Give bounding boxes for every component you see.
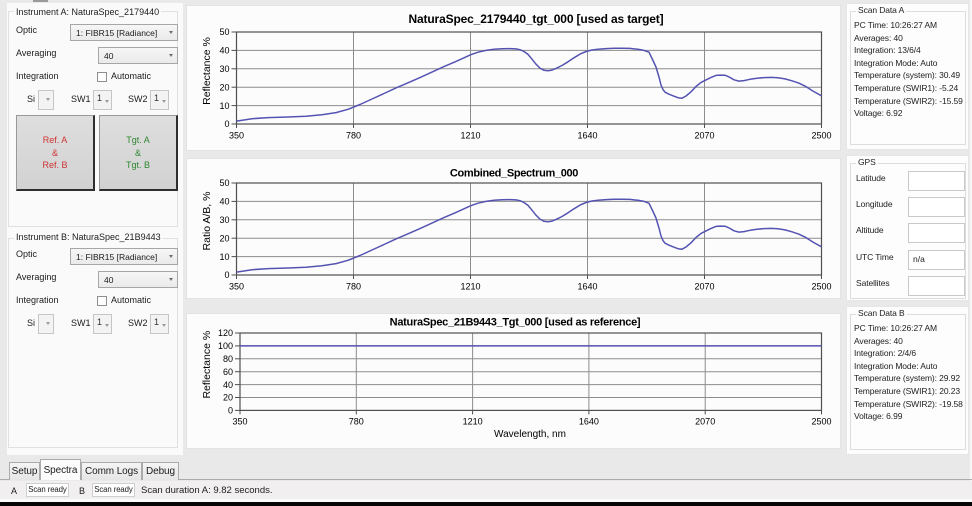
svg-text:20: 20: [219, 233, 229, 243]
svg-text:50: 50: [219, 27, 229, 37]
svg-text:20: 20: [219, 82, 229, 92]
svg-text:40: 40: [219, 46, 229, 56]
svg-text:1210: 1210: [460, 282, 480, 292]
svg-text:2070: 2070: [694, 131, 714, 141]
svg-text:Reflectance %: Reflectance %: [201, 37, 213, 105]
svg-text:100: 100: [218, 341, 233, 351]
svg-text:NaturaSpec_2179440_tgt_000 [us: NaturaSpec_2179440_tgt_000 [used as targ…: [408, 12, 663, 26]
svg-text:2500: 2500: [811, 282, 831, 292]
svg-text:Reflectance %: Reflectance %: [201, 331, 213, 399]
svg-text:1640: 1640: [577, 131, 597, 141]
svg-text:40: 40: [219, 197, 229, 207]
svg-text:60: 60: [223, 367, 233, 377]
svg-text:NaturaSpec_21B9443_Tgt_000 [us: NaturaSpec_21B9443_Tgt_000 [used as refe…: [390, 317, 641, 329]
svg-text:0: 0: [224, 270, 229, 280]
svg-text:780: 780: [346, 131, 361, 141]
svg-text:Wavelength, nm: Wavelength, nm: [494, 429, 566, 440]
svg-text:350: 350: [232, 417, 247, 427]
svg-text:780: 780: [346, 282, 361, 292]
svg-text:2070: 2070: [694, 282, 714, 292]
svg-text:30: 30: [219, 64, 229, 74]
svg-text:1210: 1210: [460, 131, 480, 141]
svg-text:350: 350: [229, 131, 244, 141]
svg-text:780: 780: [349, 417, 364, 427]
svg-text:120: 120: [218, 328, 233, 338]
svg-text:0: 0: [224, 119, 229, 129]
svg-text:1210: 1210: [463, 417, 483, 427]
svg-text:10: 10: [219, 101, 229, 111]
svg-text:20: 20: [223, 393, 233, 403]
svg-text:2500: 2500: [811, 417, 831, 427]
svg-text:0: 0: [228, 406, 233, 416]
svg-text:350: 350: [229, 282, 244, 292]
svg-text:1640: 1640: [579, 417, 599, 427]
svg-text:10: 10: [219, 252, 229, 262]
svg-text:40: 40: [223, 380, 233, 390]
svg-text:2500: 2500: [811, 131, 831, 141]
svg-text:1640: 1640: [577, 282, 597, 292]
svg-text:80: 80: [223, 354, 233, 364]
svg-text:Combined_Spectrum_000: Combined_Spectrum_000: [450, 168, 578, 180]
svg-text:30: 30: [219, 215, 229, 225]
svg-text:50: 50: [219, 178, 229, 188]
svg-text:2070: 2070: [695, 417, 715, 427]
svg-text:Ratio A/B, %: Ratio A/B, %: [201, 192, 213, 251]
